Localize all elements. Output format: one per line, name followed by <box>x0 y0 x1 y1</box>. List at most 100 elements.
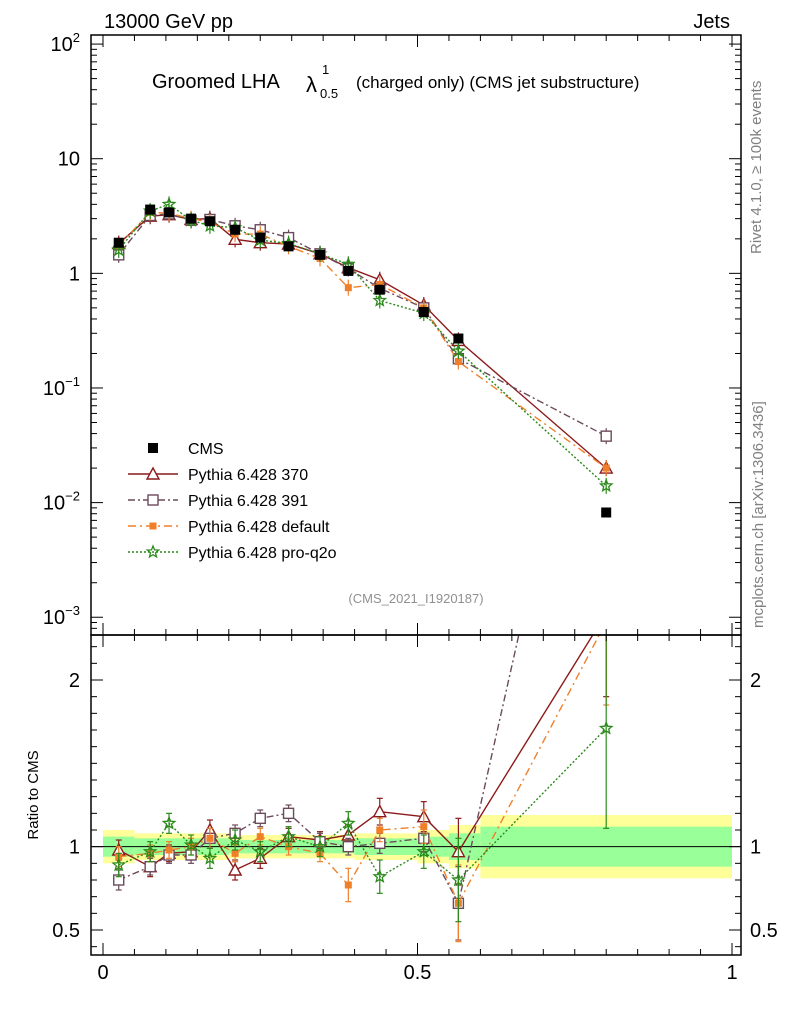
ratio-point <box>165 846 173 854</box>
mcplots-reference: mcplots.cern.ch [arXiv:1306.3436] <box>750 401 767 628</box>
ratio-point <box>372 868 388 883</box>
series-line <box>118 203 607 487</box>
ratio-point <box>372 804 387 818</box>
data-point <box>113 237 124 248</box>
ratio-point <box>161 815 177 830</box>
axes: 102 10 1 10−1 10−2 10−3 0.5 0.5 1 1 2 2 0 0.5 1 <box>43 30 778 984</box>
series-point <box>372 292 388 307</box>
y-tick-label: 10−2 <box>43 489 80 515</box>
x-tick-label: 0.5 <box>404 962 432 984</box>
data-point <box>230 224 241 235</box>
series-point <box>376 280 384 288</box>
legend-item: Pythia 6.428 pro-q2o <box>128 544 337 562</box>
ratio-point <box>344 881 352 889</box>
ratio-point <box>227 862 243 876</box>
ratio-tick-label-right: 2 <box>750 670 761 692</box>
ratio-point <box>231 849 239 857</box>
title-lambda: λ <box>306 72 317 97</box>
data-point <box>255 232 266 243</box>
data-point <box>164 207 175 218</box>
ratio-point <box>281 828 297 843</box>
legend: CMS Pythia 6.428 370 Pythia 6.428 391 Pythi… <box>128 441 337 562</box>
legend-label: Pythia 6.428 default <box>188 519 330 536</box>
legend-marker <box>149 522 157 530</box>
ratio-point <box>252 843 268 858</box>
legend-label: Pythia 6.428 391 <box>188 493 308 510</box>
ratio-point <box>256 833 264 841</box>
legend-label: CMS <box>188 441 224 458</box>
ratio-point <box>144 860 156 873</box>
y-tick-label: 10−1 <box>43 374 80 400</box>
data-point <box>145 204 156 215</box>
series-point <box>111 242 127 257</box>
y-tick-label: 10 <box>58 149 80 171</box>
ratio-tick-label-right: 1 <box>750 837 761 859</box>
ratio-point <box>416 843 432 858</box>
series-point <box>161 196 177 211</box>
legend-marker <box>145 466 161 480</box>
legend-item: Pythia 6.428 default <box>128 519 330 536</box>
ratio-line <box>118 635 601 905</box>
ratio-point <box>340 815 356 830</box>
ratio-point <box>376 826 384 834</box>
series-point <box>598 478 614 493</box>
series-point <box>600 430 612 442</box>
ratio-point <box>312 838 328 853</box>
ratio-point <box>254 812 266 825</box>
title-subscript: 0.5 <box>320 86 338 101</box>
rivet-version: Rivet 4.1.0, ≥ 100k events <box>748 81 765 254</box>
ratio-frame <box>90 634 742 956</box>
y-tick-label: 10−3 <box>43 603 80 629</box>
series-ratio-3 <box>111 635 614 923</box>
ratio-tick-label: 2 <box>69 670 80 692</box>
series-line <box>118 213 607 437</box>
series-point <box>602 464 610 472</box>
data-points <box>113 204 612 518</box>
data-point <box>186 213 197 224</box>
ratio-tick-label: 0.5 <box>52 920 80 942</box>
ratio-panel-series <box>111 635 614 943</box>
ratio-tick-label-right: 0.5 <box>750 920 778 942</box>
ratio-point <box>598 720 614 735</box>
main-panel-series <box>111 196 614 518</box>
data-point <box>283 241 294 252</box>
ratio-point <box>227 832 243 847</box>
series-line <box>118 211 607 469</box>
ratio-point <box>342 840 355 853</box>
legend-item: Pythia 6.428 391 <box>128 493 308 510</box>
data-point <box>343 265 354 276</box>
title-rest: (charged only) (CMS jet substructure) <box>356 73 639 92</box>
ratio-point <box>206 834 214 842</box>
x-tick-label: 1 <box>726 962 737 984</box>
data-point <box>204 216 215 227</box>
x-tick-label: 0 <box>97 962 108 984</box>
legend-marker <box>145 544 161 559</box>
series-point <box>454 358 462 366</box>
analysis-id: (CMS_2021_I1920187) <box>348 591 483 606</box>
series-point <box>451 343 466 358</box>
data-point <box>315 249 326 260</box>
data-point <box>374 284 385 295</box>
ratio-point <box>420 823 428 831</box>
legend-item: CMS <box>148 441 224 458</box>
header-collision: 13000 GeV pp <box>104 11 233 33</box>
legend-marker <box>147 494 159 506</box>
legend-marker <box>148 443 158 453</box>
legend-label: Pythia 6.428 pro-q2o <box>188 545 337 562</box>
legend-item: Pythia 6.428 370 <box>128 466 308 484</box>
header-category: Jets <box>693 11 730 33</box>
ratio-point <box>183 837 199 852</box>
data-point <box>453 333 464 344</box>
ratio-point <box>111 857 127 872</box>
data-point <box>418 307 429 318</box>
ratio-ylabel: Ratio to CMS <box>25 750 42 839</box>
title-main: Groomed LHA <box>152 71 280 93</box>
y-tick-label: 102 <box>51 30 80 56</box>
title-superscript: 1 <box>322 62 329 77</box>
y-tick-label: 1 <box>69 263 80 285</box>
ratio-point <box>202 850 218 865</box>
plot-title: Groomed LHA λ 1 0.5 (charged only) (CMS … <box>152 62 639 101</box>
ratio-point <box>451 872 466 887</box>
data-point <box>601 507 612 518</box>
ratio-point <box>282 807 295 820</box>
